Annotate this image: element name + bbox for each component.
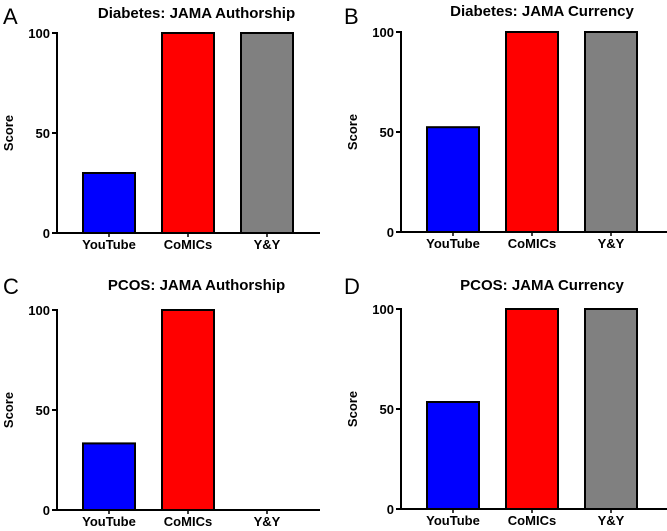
panel-c: C PCOS: JAMA Authorship Score YouTube CoMICs… (1, 274, 320, 529)
x-tick-label: Y&Y (254, 514, 281, 529)
x-tick-label: YouTube (82, 514, 136, 529)
bar-youtube (426, 126, 480, 233)
bar-yy (584, 308, 638, 510)
chart-title: Diabetes: JAMA Currency (450, 3, 634, 20)
y-tick-label: 0 (387, 502, 394, 517)
y-tick-label: 100 (28, 26, 50, 41)
bar-youtube (82, 442, 136, 511)
panel-b: B Diabetes: JAMA Currency Score YouTube CoMI… (344, 3, 667, 251)
y-tick-label: 50 (36, 126, 50, 141)
x-tick-label: YouTube (82, 237, 136, 252)
chart-title: Diabetes: JAMA Authorship (98, 5, 295, 22)
x-tick-label: Y&Y (254, 237, 281, 252)
x-tick-label: Y&Y (598, 236, 625, 251)
bar-yy (584, 31, 638, 233)
bar-comics (505, 308, 559, 510)
y-tick-label: 50 (380, 402, 394, 417)
y-axis-label: Score (1, 392, 16, 428)
y-tick-label: 0 (43, 503, 50, 518)
panel-letter: C (3, 274, 19, 299)
bar-comics (505, 31, 559, 233)
y-tick-label: 100 (28, 303, 50, 318)
x-tick-label: YouTube (426, 513, 480, 528)
bar-yy (240, 32, 294, 234)
chart-title: PCOS: JAMA Currency (460, 277, 624, 294)
bar-comics (161, 309, 215, 511)
x-tick-label: CoMICs (508, 513, 556, 528)
y-axis-label: Score (1, 115, 16, 151)
chart-title: PCOS: JAMA Authorship (108, 277, 285, 294)
bar-comics (161, 32, 215, 234)
panel-letter: A (3, 4, 18, 29)
panel-a: A Diabetes: JAMA Authorship Score YouTube Co… (1, 4, 320, 252)
panel-letter: B (344, 4, 359, 29)
bar-youtube (82, 172, 136, 234)
panel-letter: D (344, 274, 360, 299)
x-tick-label: CoMICs (164, 514, 212, 529)
x-tick-label: Y&Y (598, 513, 625, 528)
x-tick-label: CoMICs (164, 237, 212, 252)
y-tick-label: 50 (380, 125, 394, 140)
y-tick-label: 100 (372, 25, 394, 40)
y-axis-label: Score (345, 391, 360, 427)
y-tick-label: 50 (36, 403, 50, 418)
y-tick-label: 100 (372, 302, 394, 317)
y-tick-label: 0 (387, 225, 394, 240)
x-tick-label: CoMICs (508, 236, 556, 251)
panel-d: D PCOS: JAMA Currency Score YouTube CoMICs Y&… (344, 274, 667, 528)
x-tick-label: YouTube (426, 236, 480, 251)
y-tick-label: 0 (43, 226, 50, 241)
bar-youtube (426, 401, 480, 510)
y-axis-label: Score (345, 114, 360, 150)
